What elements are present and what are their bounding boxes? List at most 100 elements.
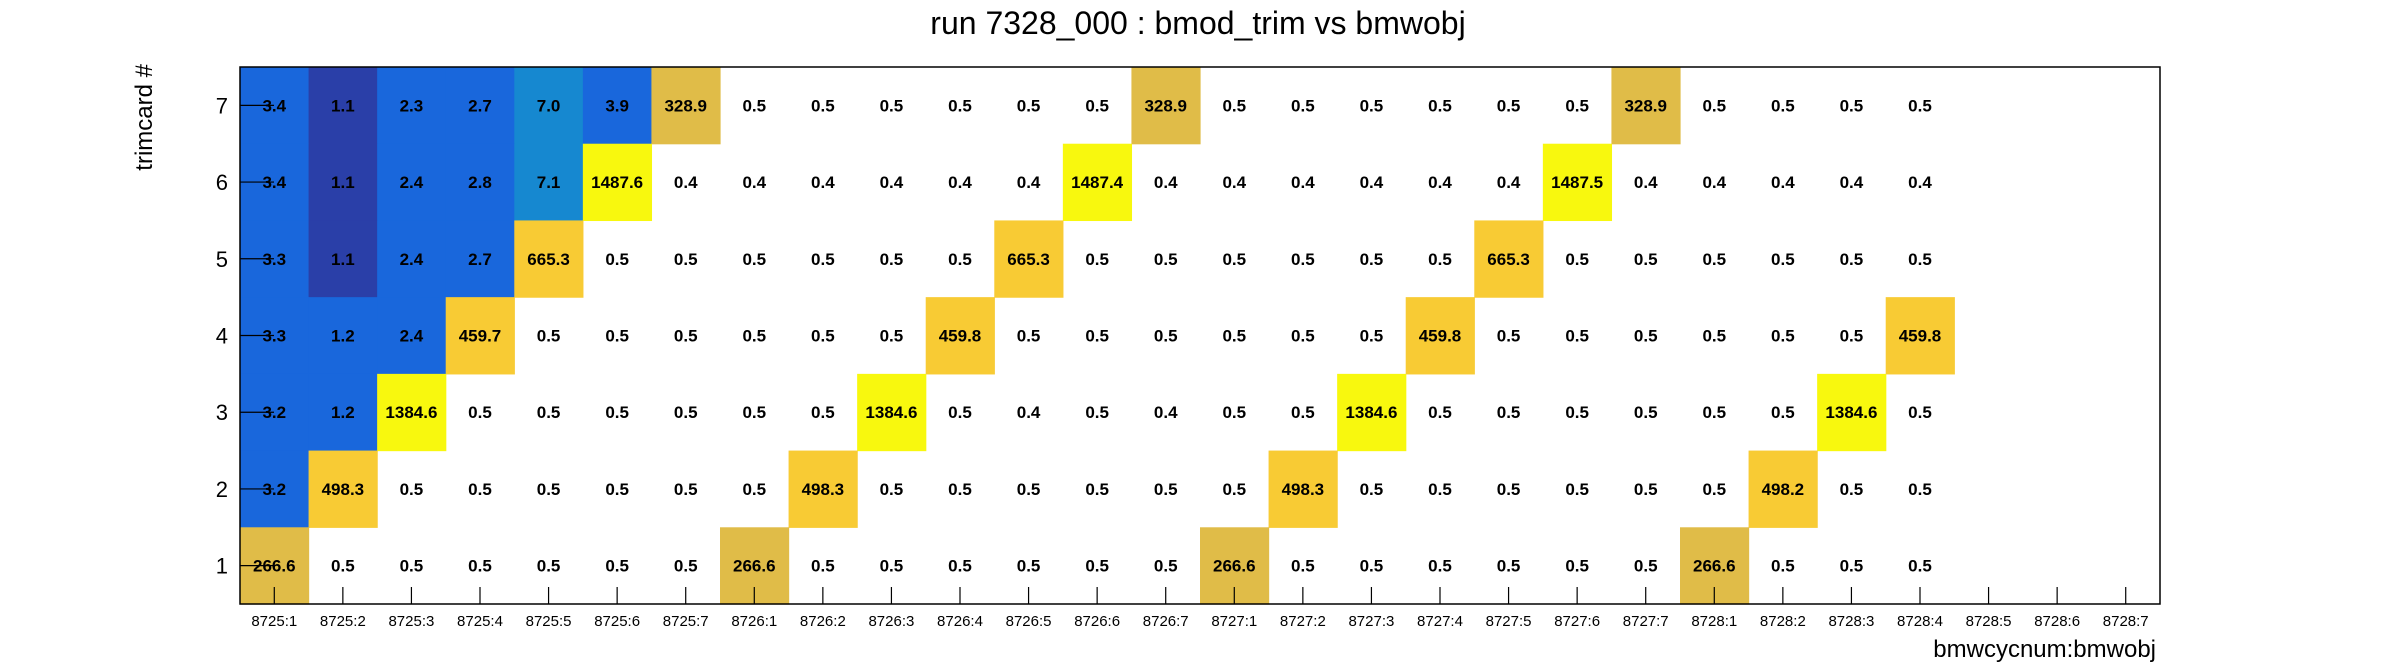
cell-value-label: 665.3 [1007, 250, 1050, 269]
x-tick-label: 8725:1 [251, 613, 297, 630]
cell-value-label: 0.5 [1291, 403, 1315, 422]
cell-value-label: 0.4 [811, 173, 835, 192]
x-axis-title: bmwcycnum:bmwobj [1933, 636, 2156, 663]
heatmap-cell [377, 297, 447, 375]
cell-value-label: 1487.4 [1071, 173, 1124, 192]
cell-value-label: 0.5 [742, 96, 766, 115]
heatmap-cell [1817, 373, 1887, 452]
cell-value-label: 0.4 [742, 173, 766, 192]
cell-value-label: 0.5 [1428, 96, 1452, 115]
cell-value-label: 0.5 [1565, 403, 1589, 422]
cell-value-label: 1384.6 [385, 403, 437, 422]
chart-title: run 7328_000 : bmod_trim vs bmwobj [930, 5, 1465, 41]
y-axis-title: trimcard # [131, 63, 158, 170]
cell-value-label: 0.5 [742, 403, 766, 422]
heatmap-cell [1611, 67, 1681, 145]
cell-value-label: 1.1 [331, 96, 355, 115]
x-tick-label: 8726:1 [731, 613, 777, 630]
cell-value-label: 0.5 [400, 480, 424, 499]
cell-value-label: 7.0 [537, 96, 561, 115]
cell-value-label: 0.4 [1154, 403, 1178, 422]
cell-value-label: 0.5 [400, 557, 424, 576]
heatmap-cell [445, 297, 515, 375]
cell-value-label: 0.5 [1428, 403, 1452, 422]
cell-value-label: 0.4 [1771, 173, 1795, 192]
cell-value-label: 0.5 [1634, 250, 1658, 269]
heatmap-cell [582, 67, 653, 145]
cell-value-label: 0.5 [1497, 403, 1521, 422]
cell-value-label: 498.3 [1282, 480, 1325, 499]
x-tick-label: 8725:2 [320, 613, 366, 630]
heatmap-cell [445, 67, 515, 145]
cell-value-label: 498.2 [1762, 480, 1805, 499]
cell-value-label: 0.5 [1085, 403, 1109, 422]
cell-value-label: 0.5 [1908, 403, 1932, 422]
cell-value-label: 328.9 [1144, 96, 1187, 115]
cell-value-label: 0.5 [1154, 250, 1178, 269]
y-tick-label: 1 [216, 554, 228, 579]
cell-value-label: 1.2 [331, 403, 355, 422]
cell-value-label: 0.5 [1017, 557, 1041, 576]
cell-value-label: 0.5 [880, 96, 904, 115]
cell-value-label: 0.4 [674, 173, 698, 192]
x-tick-label: 8728:6 [2034, 613, 2080, 630]
cell-value-label: 0.5 [1291, 557, 1315, 576]
cell-value-label: 0.5 [742, 480, 766, 499]
heatmap-cell [1405, 297, 1475, 375]
cell-value-label: 665.3 [527, 250, 570, 269]
cell-value-label: 2.4 [400, 327, 424, 346]
heatmap-cell [1337, 373, 1407, 452]
x-tick-label: 8726:3 [868, 613, 914, 630]
cell-value-label: 0.5 [1840, 96, 1864, 115]
x-tick-label: 8725:3 [388, 613, 434, 630]
cell-value-label: 0.5 [948, 557, 972, 576]
heatmap-cell [1542, 143, 1613, 222]
cell-value-label: 0.5 [1222, 327, 1246, 346]
cell-value-label: 328.9 [664, 96, 707, 115]
heatmap-cell [514, 67, 584, 145]
cell-value-label: 0.4 [1154, 173, 1178, 192]
cell-value-label: 0.5 [880, 557, 904, 576]
heatmap-cell [582, 143, 653, 222]
cell-value-label: 1384.6 [1345, 403, 1397, 422]
x-tick-label: 8727:2 [1280, 613, 1326, 630]
heatmap-cell [1748, 450, 1818, 528]
cell-value-label: 2.3 [400, 96, 424, 115]
cell-value-label: 0.5 [1497, 480, 1521, 499]
cell-value-label: 0.5 [1017, 327, 1041, 346]
cell-value-label: 0.5 [948, 250, 972, 269]
cell-value-label: 0.5 [1085, 557, 1109, 576]
cell-value-label: 0.5 [1222, 403, 1246, 422]
cell-value-label: 0.5 [811, 557, 835, 576]
x-tick-label: 8727:4 [1417, 613, 1463, 630]
cell-value-label: 7.1 [537, 173, 561, 192]
heatmap-cell [377, 143, 447, 222]
cell-value-label: 0.5 [811, 96, 835, 115]
cell-value-label: 2.8 [468, 173, 492, 192]
x-tick-label: 8728:3 [1828, 613, 1874, 630]
cell-value-label: 0.5 [1702, 250, 1726, 269]
y-tick-label: 2 [216, 477, 228, 502]
x-tick-labels: 8725:1 8725:2 8725:3 8725:4 8725:5 8725:6 8725… [251, 613, 2148, 630]
heatmap-cell [308, 450, 378, 528]
cell-value-label: 2.7 [468, 96, 492, 115]
cell-value-label: 0.5 [1634, 327, 1658, 346]
cell-value-label: 0.5 [1840, 557, 1864, 576]
cell-value-label: 665.3 [1487, 250, 1530, 269]
heatmap-cell [1474, 220, 1544, 298]
cell-value-label: 0.5 [537, 327, 561, 346]
heatmap-cell [1885, 297, 1955, 375]
cell-value-label: 0.5 [674, 480, 698, 499]
cell-value-label: 0.5 [1428, 480, 1452, 499]
cell-value-label: 0.5 [811, 327, 835, 346]
cell-value-label: 1.1 [331, 173, 355, 192]
cell-value-label: 0.5 [1771, 250, 1795, 269]
cell-value-label: 0.5 [1222, 250, 1246, 269]
x-tick-label: 8728:1 [1691, 613, 1737, 630]
cell-value-label: 0.4 [1702, 173, 1726, 192]
cell-value-label: 0.5 [1291, 96, 1315, 115]
cell-value-label: 0.5 [880, 480, 904, 499]
heatmap-cell [308, 143, 378, 222]
cell-value-label: 0.4 [880, 173, 904, 192]
cell-value-label: 0.5 [674, 403, 698, 422]
